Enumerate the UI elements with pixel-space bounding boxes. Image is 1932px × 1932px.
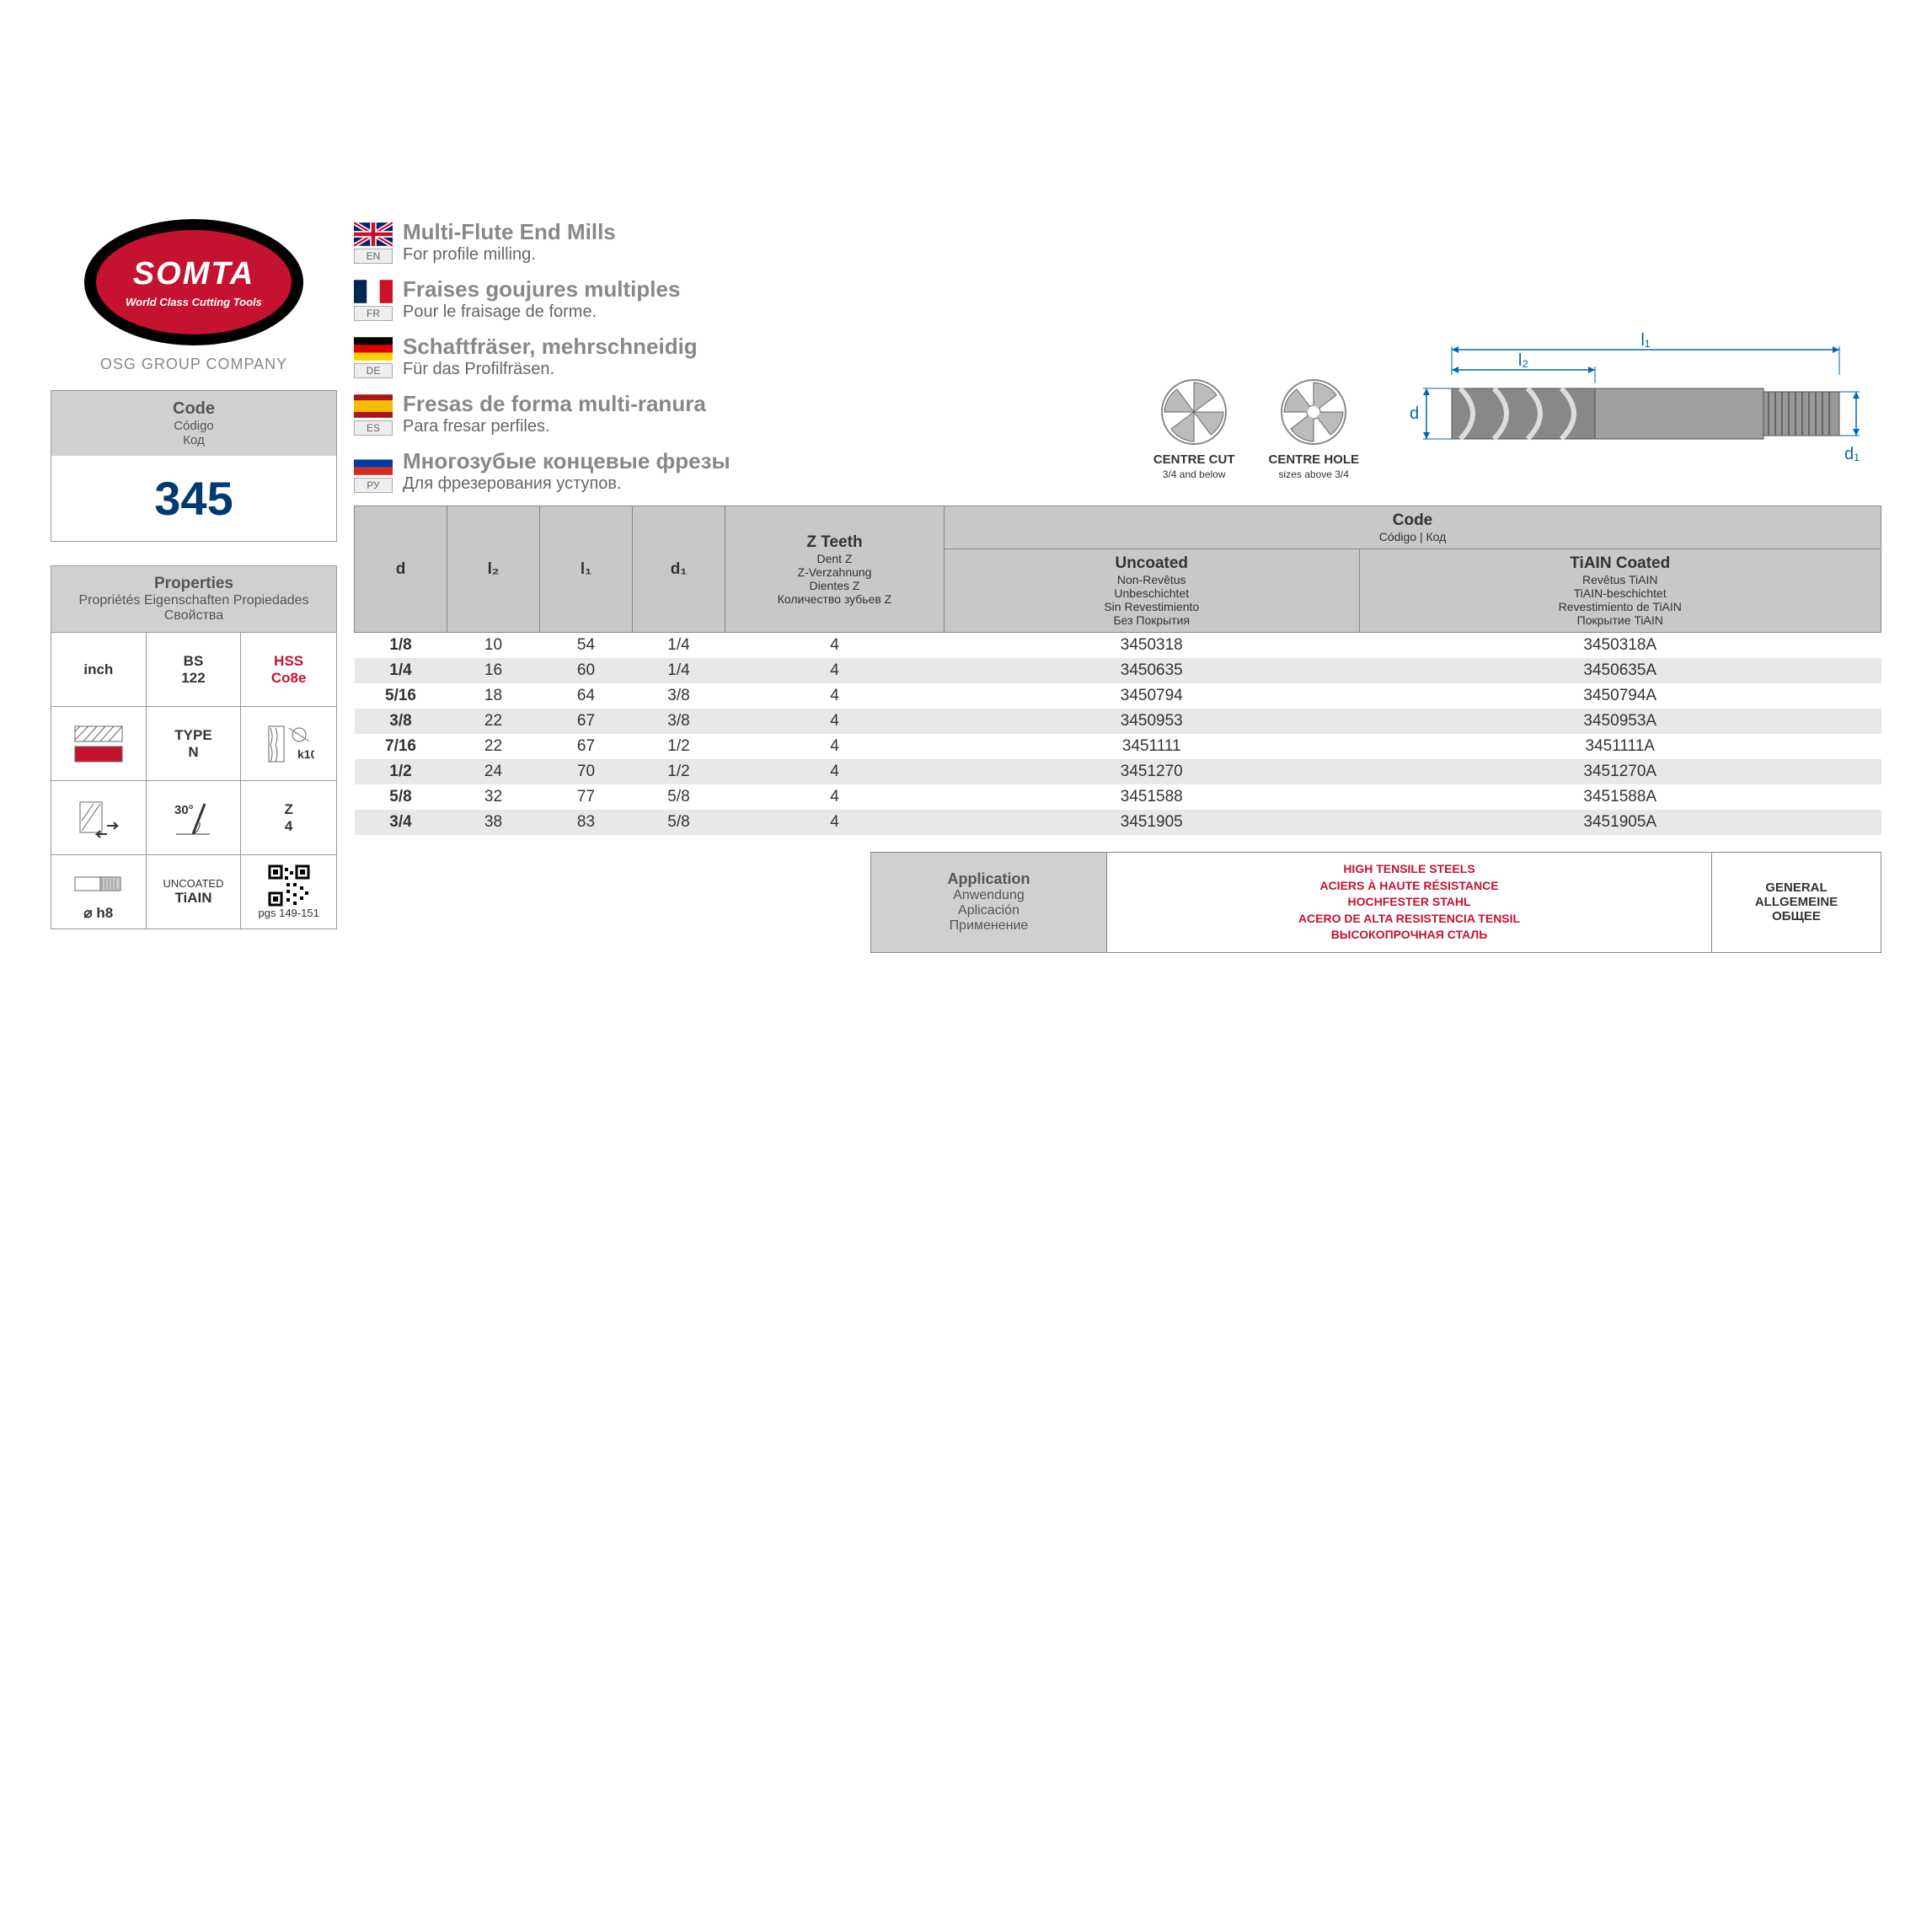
language-row: ES Fresas de forma multi-ranuraPara fresa… (354, 391, 994, 436)
centre-cut-diagram: CENTRE CUT3/4 and below (1153, 374, 1235, 480)
table-row: 1/416601/4434506353450635A (355, 658, 1881, 683)
flag-icon: FR (354, 279, 393, 321)
product-desc: Para fresar perfiles. (403, 417, 706, 436)
code-label-es: Código (60, 419, 328, 433)
product-title: Fraises goujures multiples (403, 276, 680, 302)
svg-text:d₁: d₁ (1844, 445, 1860, 463)
prop-tolerance-k10: k10 (241, 706, 336, 780)
language-row: EN Multi-Flute End MillsFor profile milli… (354, 219, 994, 265)
prop-material: HSSCo8e (241, 632, 336, 706)
product-title: Fresas de forma multi-ranura (403, 391, 706, 417)
product-title: Multi-Flute End Mills (403, 219, 616, 245)
brand-logo: SOMTA World Class Cutting Tools OSG GROU… (51, 219, 337, 373)
product-title: Schaftfräser, mehrschneidig (403, 334, 698, 360)
svg-text:k10: k10 (297, 747, 314, 761)
flag-icon: DE (354, 336, 393, 378)
svg-text:l₁: l₁ (1640, 333, 1650, 350)
language-row: DE Schaftfräser, mehrschneidigFür das Pro… (354, 334, 994, 379)
flag-icon: РУ (354, 451, 393, 493)
logo-tagline: World Class Cutting Tools (126, 296, 262, 308)
prop-unit: inch (51, 632, 147, 706)
specifications-table: d l₂ l₁ d₁ Z Teeth Dent Z Z-Verzahnung D… (354, 506, 1881, 835)
language-descriptions: EN Multi-Flute End MillsFor profile milli… (354, 219, 1881, 506)
code-box: Code Código Код 345 (51, 390, 337, 542)
code-label: Code (60, 399, 328, 419)
flag-icon: EN (354, 222, 393, 264)
prop-hatch-icon (51, 706, 147, 780)
prop-angle: 30° (147, 780, 242, 854)
logo-brand-text: SOMTA (133, 256, 254, 292)
prop-shank-tol: ⌀ h8 (51, 854, 147, 929)
table-row: 1/810541/4434503183450318A (355, 633, 1881, 659)
properties-label: Properties (60, 575, 328, 593)
product-desc: Pour le fraisage de forme. (403, 302, 680, 322)
table-row: 5/832775/8434515883451588A (355, 784, 1881, 810)
language-row: РУ Многозубые концевые фрезыДля фрезерова… (354, 448, 994, 494)
svg-text:d: d (1410, 404, 1419, 423)
flag-icon: ES (354, 393, 393, 436)
svg-text:l₂: l₂ (1518, 351, 1528, 370)
table-row: 3/438835/8434519053451905A (355, 810, 1881, 835)
properties-box: Properties Propriétés Eigenschaften Prop… (51, 565, 337, 929)
prop-standard: BS122 (147, 632, 242, 706)
product-desc: Für das Profilfräsen. (403, 360, 698, 379)
prop-type: TYPEN (147, 706, 242, 780)
svg-text:30°: 30° (174, 803, 194, 817)
tool-dimension-diagram: l₁ l₂ (1393, 333, 1865, 480)
product-desc: Для фрезерования уступов. (403, 474, 731, 494)
table-row: 3/822673/8434509533450953A (355, 709, 1881, 734)
prop-direction-icon (51, 780, 147, 854)
prop-flutes: Z4 (241, 780, 336, 854)
product-title: Многозубые концевые фрезы (403, 448, 731, 474)
centre-hole-diagram: CENTRE HOLEsizes above 3/4 (1268, 374, 1359, 480)
code-value: 345 (51, 456, 336, 541)
language-row: FR Fraises goujures multiplesPour le frai… (354, 276, 994, 322)
application-box: Application Anwendung Aplicación Примене… (870, 852, 1881, 953)
code-label-ru: Код (60, 433, 328, 447)
prop-qr: pgs 149-151 (241, 854, 336, 929)
group-company-label: OSG GROUP COMPANY (51, 356, 337, 373)
table-row: 5/1618643/8434507943450794A (355, 683, 1881, 709)
table-row: 7/1622671/2434511113451111A (355, 734, 1881, 759)
product-desc: For profile milling. (403, 245, 616, 265)
prop-coating: UNCOATEDTiAIN (147, 854, 242, 929)
table-row: 1/224701/2434512703451270A (355, 759, 1881, 784)
